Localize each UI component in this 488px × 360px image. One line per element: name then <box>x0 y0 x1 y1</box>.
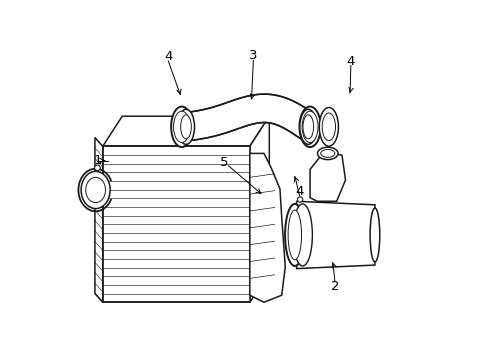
Ellipse shape <box>85 177 105 203</box>
Ellipse shape <box>173 111 190 143</box>
Ellipse shape <box>319 108 338 146</box>
Ellipse shape <box>297 197 302 202</box>
Ellipse shape <box>299 107 320 147</box>
Polygon shape <box>296 201 374 269</box>
Polygon shape <box>249 116 269 302</box>
Ellipse shape <box>181 115 191 139</box>
Ellipse shape <box>287 210 301 260</box>
Ellipse shape <box>303 115 313 139</box>
Ellipse shape <box>299 109 316 144</box>
Ellipse shape <box>292 204 312 266</box>
Ellipse shape <box>369 208 379 262</box>
Text: 2: 2 <box>330 280 339 293</box>
Polygon shape <box>102 116 269 146</box>
Ellipse shape <box>290 204 302 265</box>
Polygon shape <box>183 94 316 141</box>
Ellipse shape <box>292 213 300 257</box>
Text: 3: 3 <box>248 49 257 62</box>
Ellipse shape <box>320 149 334 157</box>
Text: 4: 4 <box>346 55 354 68</box>
Ellipse shape <box>285 204 304 266</box>
Text: 4: 4 <box>164 50 172 63</box>
Polygon shape <box>249 153 285 302</box>
Ellipse shape <box>81 171 110 208</box>
Text: 5: 5 <box>219 157 228 170</box>
Ellipse shape <box>322 113 335 141</box>
Polygon shape <box>309 152 345 201</box>
Ellipse shape <box>171 107 192 147</box>
Ellipse shape <box>94 165 100 171</box>
Polygon shape <box>102 146 249 302</box>
Text: 4: 4 <box>295 185 303 198</box>
Text: 1: 1 <box>93 154 102 167</box>
Ellipse shape <box>302 111 317 143</box>
Ellipse shape <box>177 109 194 144</box>
Ellipse shape <box>317 147 337 159</box>
Polygon shape <box>95 138 102 302</box>
